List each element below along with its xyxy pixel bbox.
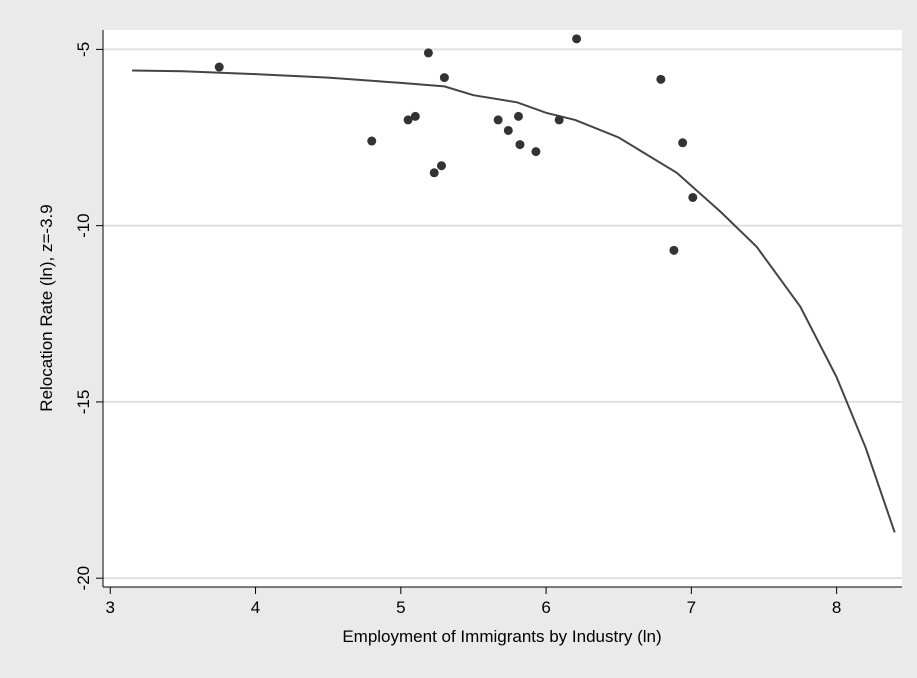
data-point <box>436 161 446 171</box>
data-point <box>688 192 698 202</box>
x-tick-label: 7 <box>687 598 696 617</box>
gridlines <box>103 48 902 580</box>
y-tick-label: -5 <box>74 42 93 57</box>
x-tick-label: 8 <box>832 598 841 617</box>
data-point <box>554 115 564 125</box>
data-point <box>367 136 377 146</box>
data-point <box>656 74 666 84</box>
data-point <box>423 48 433 58</box>
data-point <box>493 115 503 125</box>
y-tick-label: -20 <box>74 566 93 591</box>
y-axis-label: Relocation Rate (ln), z=-3.9 <box>37 204 56 411</box>
data-point <box>572 34 582 44</box>
data-point <box>678 138 688 148</box>
x-tick-label: 6 <box>541 598 550 617</box>
data-point <box>531 147 541 157</box>
x-tick-label: 3 <box>106 598 115 617</box>
data-point <box>503 125 513 135</box>
y-tick-label: -10 <box>74 213 93 238</box>
plot-area <box>103 30 902 587</box>
data-point <box>403 115 413 125</box>
x-tick-label: 4 <box>251 598 260 617</box>
data-point <box>513 111 523 121</box>
axes: -5 -10 -15 -20 3 4 5 6 7 8 <box>74 30 902 617</box>
y-tick-label: -15 <box>74 390 93 415</box>
data-point <box>410 111 420 121</box>
data-point <box>439 73 449 83</box>
x-tick-label: 5 <box>396 598 405 617</box>
data-point <box>214 62 224 72</box>
points-layer <box>214 34 698 255</box>
x-axis-label: Employment of Immigrants by Industry (ln… <box>342 627 661 646</box>
data-point <box>515 140 525 150</box>
data-point <box>429 168 439 178</box>
data-point <box>669 245 679 255</box>
